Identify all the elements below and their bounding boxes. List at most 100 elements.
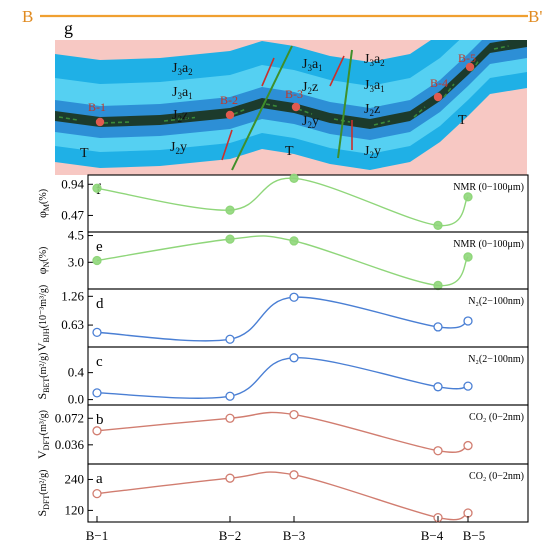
y-tick-label: 0.94	[61, 176, 84, 191]
triassic-label: T	[458, 113, 467, 128]
seam-dash	[443, 83, 455, 98]
data-point	[433, 220, 443, 231]
data-point	[463, 381, 473, 391]
sample-point	[291, 102, 301, 112]
data-point	[92, 183, 102, 193]
geological-section: J3a2 J3a1 J2z J2y J3a1 J2z J2y J3a2 J3a1 J2z J2y T T…	[55, 18, 527, 175]
sample-point	[95, 117, 105, 127]
strata-label-j3a2-right: J3a2	[364, 52, 385, 68]
strata-label-j3a2-left: J3a2	[172, 61, 193, 77]
y-tick-label: 0.072	[55, 410, 84, 425]
panel-letter: c	[96, 354, 103, 370]
fault-line	[231, 45, 293, 171]
y-axis-label: VDFT(m³/g)	[35, 410, 51, 459]
strata-label-j3a1-mid: J3a1	[302, 57, 323, 73]
data-point	[225, 473, 235, 483]
data-point	[463, 252, 473, 262]
strata-label-j3a1-right: J3a1	[364, 78, 385, 94]
data-point	[92, 388, 102, 398]
x-tick-label: B−4	[421, 528, 444, 543]
data-point	[289, 353, 299, 363]
y-tick-label: 240	[65, 471, 85, 486]
panel-letter: e	[96, 239, 103, 255]
section-end-left: B	[22, 7, 33, 26]
y-tick-label: 3.0	[68, 254, 84, 269]
fault-arrow	[221, 129, 233, 161]
data-point	[225, 391, 235, 401]
seam-dash	[265, 103, 279, 108]
data-point	[463, 192, 473, 202]
panel-e: 4.5 3.0 e NMR (0−100μm) φN(%)	[35, 228, 529, 291]
data-point	[92, 255, 102, 266]
panel-letter: b	[96, 412, 104, 428]
y-tick-label: 0.4	[68, 365, 85, 380]
panel-annotation: N₂(2−100nm)	[468, 354, 524, 365]
panel-annotation: NMR (0−100μm)	[453, 182, 524, 193]
seam-dashes	[58, 45, 509, 126]
borehole-markers: B-1 B-2 B-3 B-4 B-5	[88, 51, 476, 127]
y-tick-label: 0.63	[61, 317, 84, 332]
strata-label-j2z-right: J2z	[364, 102, 380, 118]
strata-label-j2y-mid: J2y	[302, 114, 319, 130]
y-tick-label: 0.47	[61, 207, 84, 222]
panel-frame	[87, 404, 529, 465]
strata-label-j2y-right: J2y	[364, 144, 381, 160]
triassic-label: T	[80, 146, 89, 161]
borehole-label: B-5	[458, 51, 476, 65]
y-axis-label: φN(%)	[35, 247, 51, 275]
x-tick-label: B−5	[463, 528, 486, 543]
seam-dash	[58, 116, 78, 121]
y-axis-label: VBJH(10⁻³m³/g)	[35, 285, 51, 351]
x-tick-label: B−1	[86, 528, 109, 543]
y-tick-label: 4.5	[68, 228, 84, 243]
panel-letter: d	[96, 296, 104, 312]
x-tick-label: B−2	[219, 528, 242, 543]
fault-lines	[221, 45, 353, 171]
panel-annotation: N₂(2−100nm)	[468, 296, 524, 307]
data-point	[92, 426, 102, 436]
data-point	[433, 382, 443, 392]
strata-label-j3a1-left: J3a1	[172, 85, 193, 101]
panel-annotation: CO₂ (0−2nm)	[469, 471, 524, 482]
borehole-label: B-1	[88, 100, 106, 114]
panel-b: 0.072 0.036 b CO₂ (0−2nm) VDFT(m³/g)	[35, 404, 529, 465]
y-tick-label: 1.26	[61, 288, 84, 303]
panel-letter: a	[96, 471, 103, 487]
data-point	[225, 334, 235, 344]
fault-line	[337, 49, 353, 159]
section-end-right: B'	[528, 7, 542, 26]
borehole-label: B-4	[430, 76, 448, 90]
seam-dash	[413, 106, 426, 118]
series-line	[96, 296, 469, 342]
fault-arrow	[261, 57, 275, 87]
strata-label-j2z-left: J2z	[172, 108, 188, 124]
data-point	[463, 440, 473, 451]
data-point	[433, 280, 443, 291]
seam-dash	[233, 108, 247, 115]
strata-label-j2y-left: J2y	[170, 140, 187, 156]
data-point	[289, 292, 299, 302]
data-point	[225, 413, 235, 423]
data-point	[92, 327, 102, 338]
series-line	[96, 235, 469, 287]
panel-annotation: CO₂ (0−2nm)	[469, 412, 524, 423]
data-point	[463, 316, 473, 326]
panel-d: 1.26 0.63 d N₂(2−100nm) VBJH(10⁻³m³/g)	[35, 285, 529, 351]
sample-point	[433, 92, 443, 102]
strata-labels: J3a2 J3a1 J2z J2y J3a1 J2z J2y J3a2 J3a1 J2z J2y T T…	[80, 52, 467, 161]
borehole-label: B-2	[220, 93, 238, 107]
data-point	[289, 236, 299, 246]
y-tick-label: 120	[65, 502, 85, 517]
seam-dash	[373, 120, 391, 126]
series-line	[96, 471, 469, 521]
series-line	[96, 177, 469, 227]
seam-dash	[103, 121, 131, 124]
data-point	[433, 446, 443, 456]
panel-annotation: NMR (0−100μm)	[453, 239, 524, 250]
data-point	[433, 322, 443, 332]
section-panel-letter: g	[64, 18, 73, 38]
data-point	[225, 205, 235, 215]
y-axis-label: φM(%)	[35, 189, 51, 218]
